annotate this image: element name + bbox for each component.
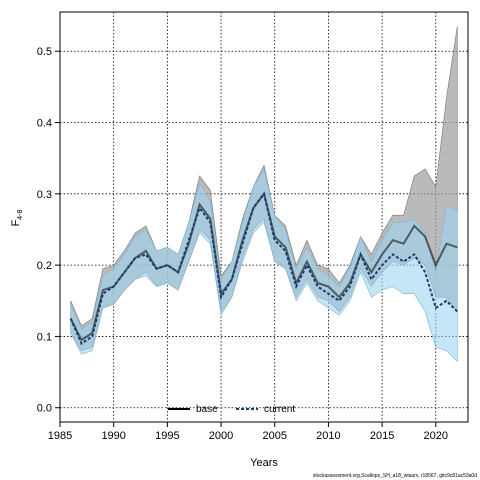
confidence-bands <box>70 26 458 363</box>
plot-frame <box>59 11 469 423</box>
x-tick-label: 2020 <box>424 430 448 442</box>
x-tick-label: 1985 <box>48 430 72 442</box>
y-tick-label: 0.3 <box>37 189 52 201</box>
y-axis-label-main: F <box>10 219 22 226</box>
y-axis-label-subscript: 4-8 <box>17 209 24 219</box>
confidence-band-current <box>70 168 458 363</box>
x-tick-label: 1990 <box>101 430 125 442</box>
legend: base current <box>168 404 295 415</box>
y-tick-label: 0.5 <box>37 46 52 58</box>
footer-text: stockassessment.org,Scallops_SH_a18_wtau… <box>313 473 477 479</box>
y-tick-label: 0.2 <box>37 260 52 272</box>
y-tick-label: 0.1 <box>37 331 52 343</box>
x-tick-label: 2015 <box>370 430 394 442</box>
y-axis-label: F4-8 <box>10 209 24 226</box>
x-tick-label: 2005 <box>262 430 286 442</box>
legend-label-current: current <box>264 404 295 415</box>
y-tick-label: 0.0 <box>37 403 52 415</box>
y-tick-label: 0.4 <box>37 118 52 130</box>
axes: 1985 1990 1995 2000 2005 2010 2015 2020 0.0 0.1 0.… <box>37 46 448 442</box>
x-tick-label: 1995 <box>155 430 179 442</box>
series-lines <box>69 191 459 346</box>
x-tick-label: 2000 <box>209 430 233 442</box>
x-tick-label: 2010 <box>316 430 340 442</box>
x-axis-label: Years <box>250 457 278 469</box>
legend-label-base: base <box>196 404 218 415</box>
series-line-current <box>69 191 459 346</box>
